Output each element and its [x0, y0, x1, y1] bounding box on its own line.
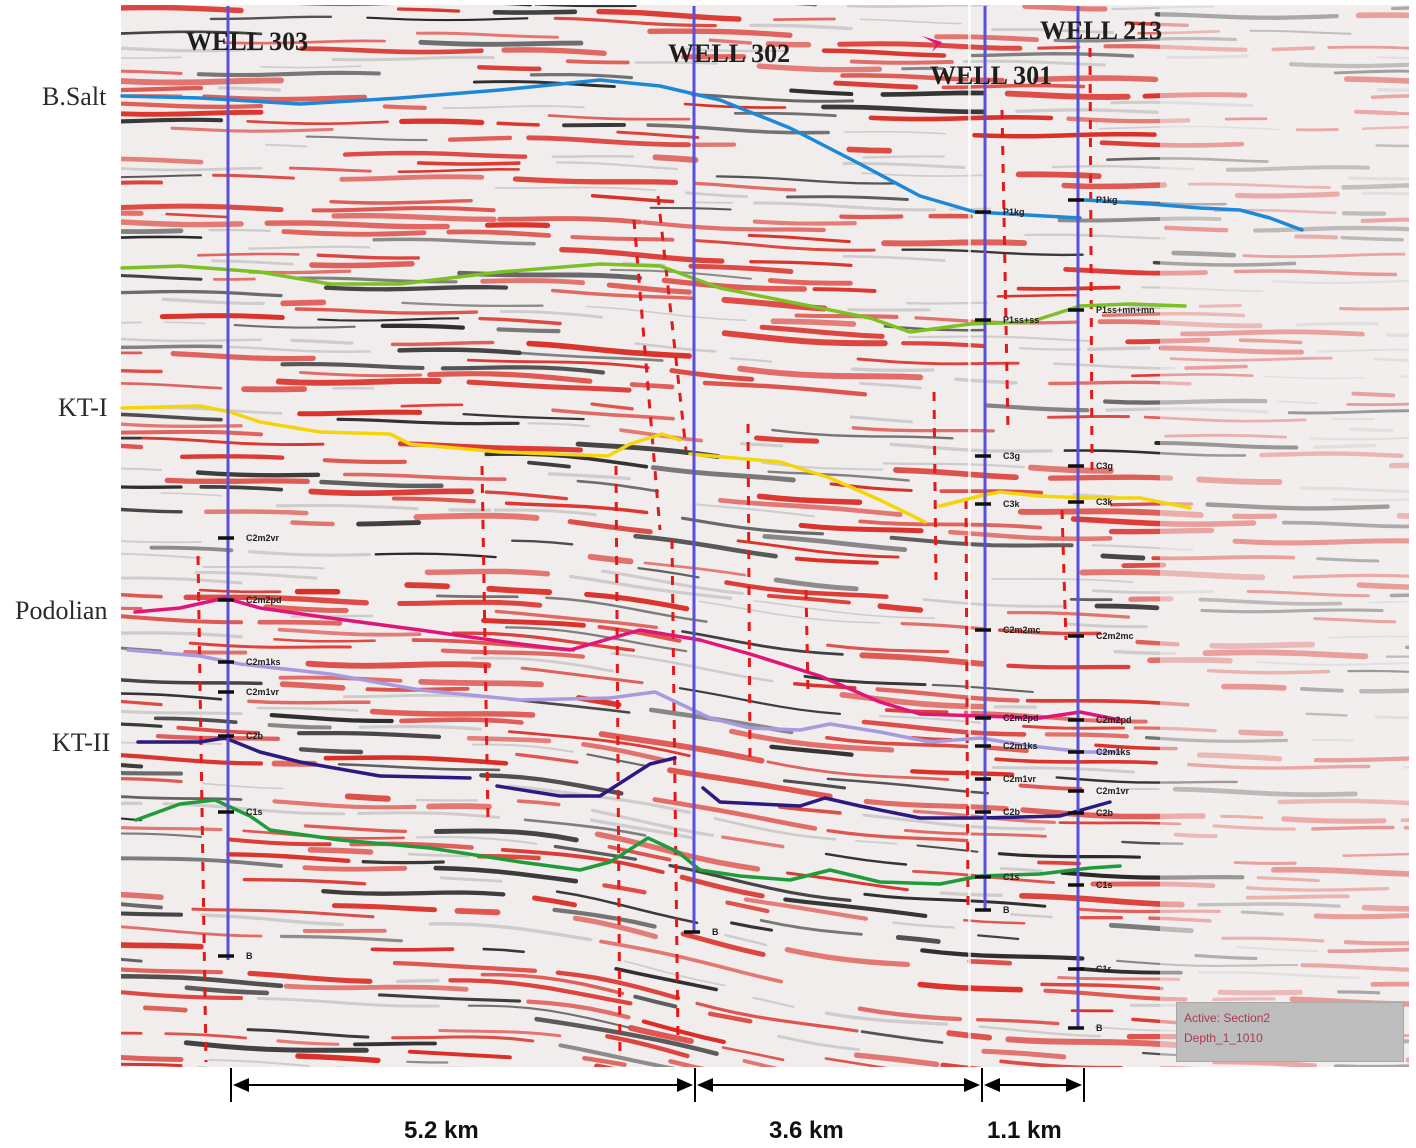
horizon-line	[938, 490, 1192, 510]
fault-line	[196, 555, 208, 1063]
well-paths: C2m2vr C2m2pd C2m1ks C2m1vr C2b C1s B B P1kg P1ss…	[218, 6, 1155, 1033]
well-marker-label: C2m2mc	[1096, 631, 1134, 641]
well-marker-label: P1kg	[1096, 195, 1118, 205]
fault-line	[932, 391, 938, 581]
well-marker-label: C2m1vr	[1003, 774, 1037, 784]
well-marker-label: C2b	[1003, 807, 1021, 817]
distance-label-3: 1.1 km	[987, 1117, 1062, 1144]
well-name-302: WELL 302	[668, 39, 791, 68]
horizon-label-kt-ii: KT-II	[52, 728, 111, 757]
well-marker-label: C2b	[246, 731, 264, 741]
status-depth: Depth_1_1010	[1184, 1031, 1263, 1045]
fault-line	[632, 219, 662, 531]
distance-scale	[230, 1068, 1085, 1102]
well-marker-label: C2m2vr	[246, 533, 280, 543]
fault-line	[964, 499, 970, 911]
well-marker-label: B	[1096, 1023, 1103, 1033]
horizon-line	[495, 756, 677, 798]
horizon-label-kt-i: KT-I	[58, 393, 108, 422]
well-marker-label: C2m1ks	[1003, 741, 1038, 751]
horizon-line	[120, 404, 682, 458]
well-marker-label: B	[712, 927, 719, 937]
distance-arrow	[984, 1078, 1082, 1092]
distance-label-2: 3.6 km	[769, 1117, 844, 1144]
well-name-213: WELL 213	[1040, 16, 1163, 45]
fault-lines	[196, 47, 1094, 1063]
status-active-section: Active: Section2	[1184, 1011, 1271, 1025]
horizon-line	[701, 786, 1112, 820]
horizon-line	[134, 798, 1122, 886]
well-marker-label: C3k	[1003, 499, 1021, 509]
fault-line	[746, 423, 752, 761]
well-marker-label: C3g	[1096, 461, 1113, 471]
well-marker-label: B	[246, 951, 253, 961]
well-marker-label: C2m1ks	[1096, 747, 1131, 757]
horizon-line	[688, 452, 927, 524]
horizon-line	[126, 648, 1122, 754]
fault-line	[1060, 509, 1068, 641]
well-marker-label: C2m2pd	[1096, 715, 1132, 725]
well-marker-label: C3k	[1096, 497, 1114, 507]
well-marker-label: C2m2pd	[246, 595, 282, 605]
well-name-301: WELL 301	[930, 61, 1053, 90]
seismic-reflectors	[121, 5, 1409, 1067]
well-marker-label: P1ss+mn+mn	[1096, 305, 1155, 315]
well-marker-label: C2m1ks	[246, 657, 281, 667]
distance-arrow	[233, 1078, 693, 1092]
fault-line	[670, 539, 680, 1041]
well-marker-label: C1s	[1003, 872, 1020, 882]
well-marker-label: P1ss+ss	[1003, 315, 1039, 325]
well-marker-label: P1kg	[1003, 207, 1025, 217]
fault-line	[656, 195, 688, 451]
well-marker-label: C1s	[246, 807, 263, 817]
horizon-label-podolian: Podolian	[15, 596, 108, 625]
distance-label-1: 5.2 km	[404, 1117, 479, 1144]
well-marker-label: C2m2pd	[1003, 713, 1039, 723]
well-marker-label: C2m1vr	[1096, 786, 1130, 796]
pink-arrow-icon	[922, 36, 942, 52]
horizon-line	[120, 78, 1082, 220]
horizon-line	[120, 262, 1187, 334]
fault-line	[480, 465, 490, 821]
well-marker-label: C2m2mc	[1003, 625, 1041, 635]
status-box: Active: Section2 Depth_1_1010	[1176, 1002, 1404, 1062]
well-marker-label: C2m1vr	[246, 687, 280, 697]
well-marker-label: C2b	[1096, 808, 1114, 818]
well-marker-label: C1r	[1096, 964, 1112, 974]
horizon-line	[136, 736, 472, 780]
well-marker-label: C3g	[1003, 451, 1020, 461]
distance-arrow	[697, 1078, 980, 1092]
well-marker-label: C1s	[1096, 880, 1113, 890]
horizon-label-b-salt: B.Salt	[42, 82, 107, 111]
well-name-303: WELL 303	[186, 27, 309, 56]
horizon-line	[1083, 198, 1304, 232]
well-marker-label: B	[1003, 905, 1010, 915]
